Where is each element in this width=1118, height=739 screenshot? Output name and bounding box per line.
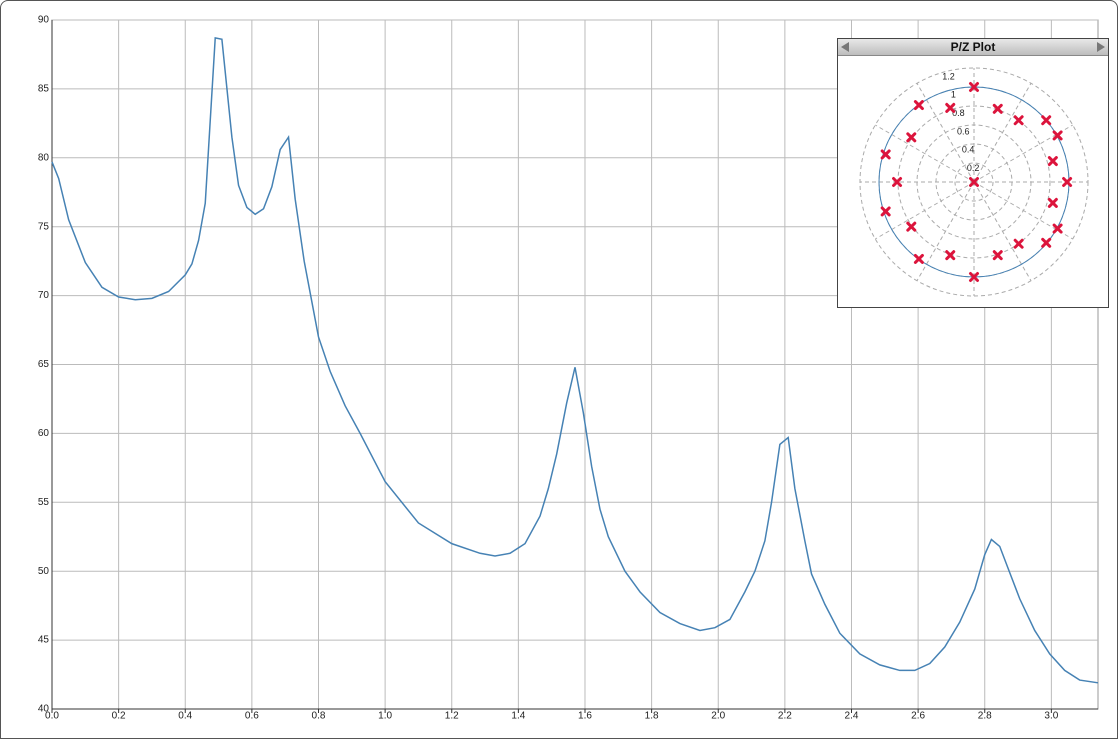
pole-marker [1047,197,1058,208]
pole-marker [1013,115,1024,126]
x-tick-label: 2.4 [845,711,859,722]
r-tick-label: 0.2 [967,163,980,173]
panel-title-bar: P/Z Plot [838,39,1108,56]
pole-marker [945,102,956,113]
y-tick-label: 85 [38,84,50,95]
grid-spoke [973,83,1032,183]
x-tick-label: 1.2 [445,711,459,722]
pole-marker [913,100,924,111]
pole-marker [1062,177,1073,187]
x-tick-label: 0.6 [245,711,259,722]
y-tick-label: 60 [38,428,50,439]
y-tick-label: 50 [38,566,50,577]
pole-marker [1052,223,1063,234]
x-tick-label: 2.8 [978,711,992,722]
pole-marker [945,250,956,261]
pole-marker [969,177,979,187]
x-tick-label: 0.2 [112,711,126,722]
y-tick-label: 65 [38,359,50,370]
pz-plot-panel: P/Z Plot 0.2 0.4 0.6 0.8 1 1.2 [837,38,1109,308]
x-tick-label: 1.8 [645,711,659,722]
x-tick-label: 1.6 [578,711,592,722]
x-tick-label: 2.6 [911,711,925,722]
grid-spoke [875,181,975,240]
pole-marker [992,103,1003,114]
x-tick-label: 1.4 [511,711,525,722]
y-tick-label: 55 [38,497,50,508]
pole-marker [880,149,891,160]
pole-marker [906,132,917,143]
next-arrow[interactable] [1097,42,1105,52]
pole-marker [969,272,979,282]
grid-circle [954,162,994,202]
pole-marker [969,82,979,92]
y-tick-label: 75 [38,221,50,232]
pole-marker [1052,130,1063,141]
y-tick-label: 70 [38,290,50,301]
pole-marker [906,221,917,232]
y-tick-label: 80 [38,152,50,163]
pole-marker [880,206,891,217]
x-tick-label: 0.4 [178,711,192,722]
x-tick-label: 0.0 [45,711,59,722]
r-tick-label: 0.6 [957,126,970,136]
y-tick-label: 90 [38,15,50,26]
panel-title: P/Z Plot [950,40,996,54]
r-tick-label: 1.2 [942,71,955,81]
r-tick-label: 0.8 [952,108,965,118]
x-tick-label: 2.2 [778,711,792,722]
x-tick-label: 3.0 [1044,711,1058,722]
grid-spoke [916,181,975,281]
pole-marker [913,253,924,264]
r-tick-label: 1 [951,90,956,100]
line-series [51,36,1099,684]
y-tick-label: 45 [38,635,50,646]
grid-spoke [973,181,1032,281]
pole-marker [992,250,1003,261]
r-tick-label: 0.4 [962,145,975,155]
pole-marker [1041,237,1052,248]
x-tick-label: 2.0 [711,711,725,722]
x-tick-label: 1.0 [378,711,392,722]
x-tick-label: 0.8 [312,711,326,722]
pole-marker [1013,238,1024,249]
y-tick-label: 40 [38,704,50,715]
pole-marker [1047,156,1058,167]
pole-marker [1041,115,1052,126]
polar-chart: 0.2 0.4 0.6 0.8 1 1.2 [859,67,1089,297]
prev-arrow[interactable] [841,42,849,52]
pole-marker [892,177,903,187]
